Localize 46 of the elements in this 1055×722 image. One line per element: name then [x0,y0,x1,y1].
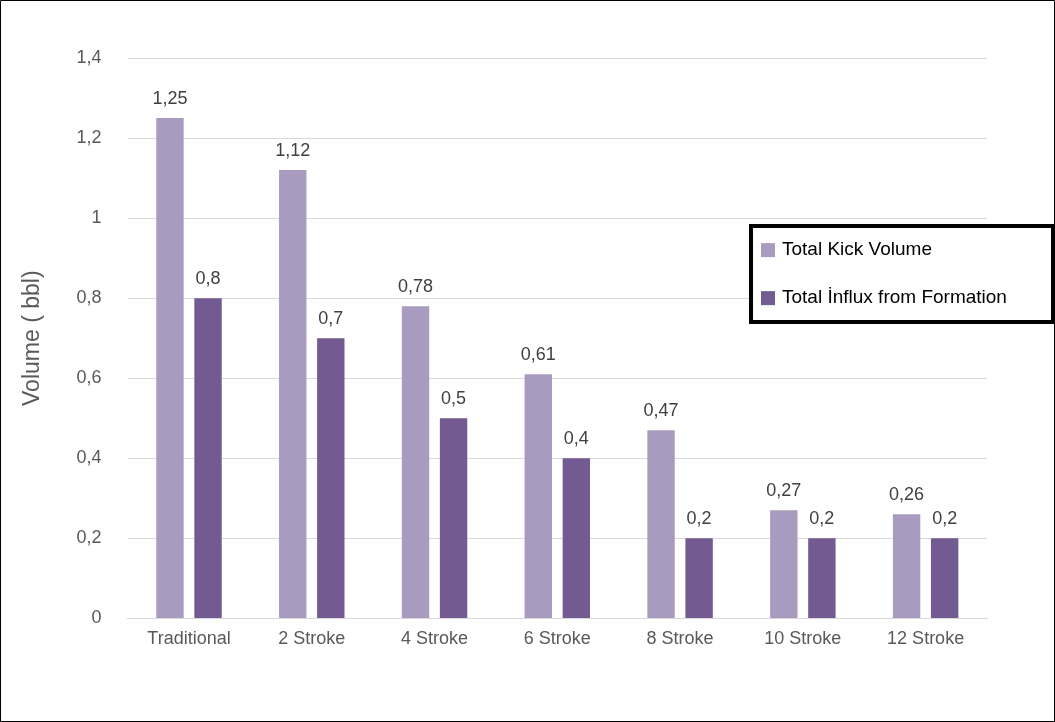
x-tick-label: 8 Stroke [646,628,714,649]
x-tick-label: 6 Stroke [523,628,591,649]
data-label: 0,47 [643,400,679,421]
bar [647,430,675,618]
x-tick-label: 4 Stroke [401,628,469,649]
data-label: 0,2 [686,508,712,529]
bar [439,418,468,618]
legend-label: Total Kick Volume [782,238,932,260]
bar [156,118,184,618]
y-tick-label: 0 [91,607,102,628]
y-tick-label: 1,4 [76,46,102,67]
data-label: 0,5 [441,388,467,409]
data-label: 1,12 [275,140,311,161]
data-label: 0,2 [809,508,835,529]
data-label: 0,26 [889,484,925,505]
data-label: 0,8 [195,268,221,289]
y-tick-label: 0,6 [76,367,102,388]
data-label: 0,2 [932,508,958,529]
bar [401,306,430,618]
x-tick-label: 10 Stroke [764,628,842,649]
y-tick-label: 0,4 [76,447,102,468]
y-axis-title: Volume ( bbl) [18,270,45,406]
x-tick-label: Traditional [147,628,231,649]
y-tick-label: 1,2 [76,127,102,148]
y-tick-label: 0,2 [76,527,102,548]
bar [770,510,798,618]
data-label: 1,25 [152,88,188,109]
legend-label: Total İnflux from Formation [782,286,1007,308]
x-tick-label: 2 Stroke [278,628,346,649]
bar [892,514,921,618]
bar [930,538,959,618]
data-label: 0,27 [766,480,802,501]
bar [524,374,552,618]
data-label: 0,61 [520,344,556,365]
bar [317,338,345,618]
y-tick-label: 1 [91,207,102,228]
data-label: 0,78 [397,276,434,297]
data-label: 0,7 [318,308,344,329]
y-tick-label: 0,8 [76,287,102,308]
data-label: 0,4 [563,428,589,449]
x-tick-label: 12 Stroke [887,628,965,649]
bar [194,298,222,618]
bar [685,538,713,618]
bar [562,458,591,618]
bar [808,538,836,618]
bar [279,170,307,618]
